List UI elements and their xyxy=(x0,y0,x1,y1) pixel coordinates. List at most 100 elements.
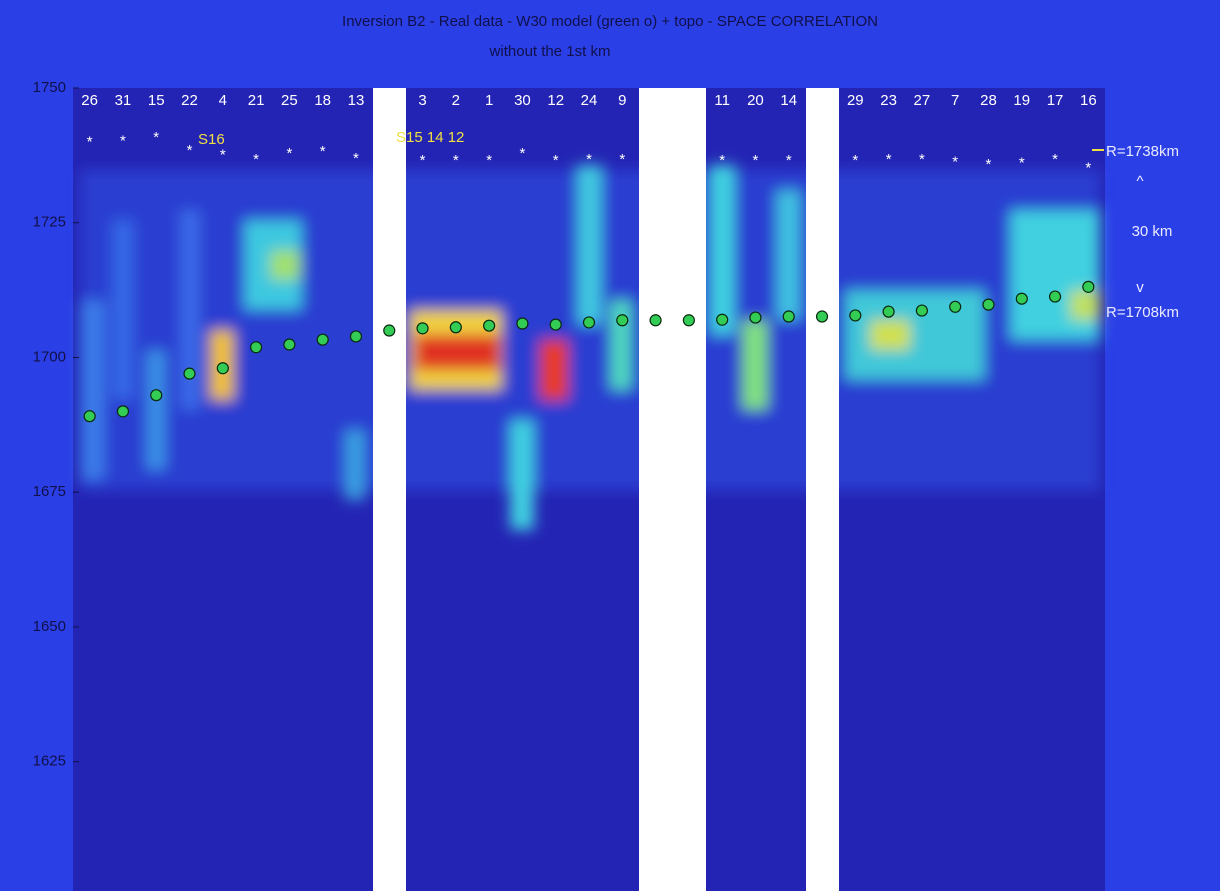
model-marker xyxy=(949,300,962,313)
topo-marker: * xyxy=(753,152,759,169)
model-marker xyxy=(83,410,96,423)
x-category-label: 3 xyxy=(418,92,426,109)
y-tick-label: 1750 xyxy=(33,79,66,96)
x-category-label: 2 xyxy=(452,92,460,109)
x-category-label: 4 xyxy=(219,92,227,109)
topo-marker: * xyxy=(453,152,459,169)
x-category-label: 12 xyxy=(547,92,564,109)
x-category-label: 24 xyxy=(581,92,598,109)
x-category-label: 9 xyxy=(618,92,626,109)
annotation: 30 km xyxy=(1132,223,1173,240)
annotation: R=1738km xyxy=(1106,143,1179,160)
x-category-label: 29 xyxy=(847,92,864,109)
topo-marker: * xyxy=(286,145,292,162)
topo-marker: * xyxy=(986,156,992,173)
model-marker xyxy=(682,314,695,327)
x-category-label: 22 xyxy=(181,92,198,109)
model-marker xyxy=(1015,292,1028,305)
topo-marker: * xyxy=(786,152,792,169)
chart-title: Inversion B2 - Real data - W30 model (gr… xyxy=(342,13,878,30)
topo-marker: * xyxy=(220,147,226,164)
model-marker xyxy=(150,389,163,402)
x-category-label: 20 xyxy=(747,92,764,109)
x-category-label: 14 xyxy=(780,92,797,109)
topo-marker: * xyxy=(619,151,625,168)
topo-marker: * xyxy=(1019,155,1025,172)
x-category-label: 23 xyxy=(880,92,897,109)
gap-column xyxy=(373,88,406,891)
annotation: ^ xyxy=(1136,173,1143,190)
x-category-label: 30 xyxy=(514,92,531,109)
topo-marker: * xyxy=(852,152,858,169)
model-marker xyxy=(283,338,296,351)
x-category-label: 13 xyxy=(348,92,365,109)
model-marker xyxy=(716,313,729,326)
topo-marker: * xyxy=(153,129,159,146)
model-marker xyxy=(183,367,196,380)
topo-marker: * xyxy=(1085,160,1091,177)
topo-marker: * xyxy=(320,143,326,160)
x-category-label: 26 xyxy=(81,92,98,109)
annotation: R=1708km xyxy=(1106,304,1179,321)
topo-marker: * xyxy=(719,152,725,169)
topo-marker: * xyxy=(420,152,426,169)
model-marker xyxy=(383,324,396,337)
x-category-label: 15 xyxy=(148,92,165,109)
model-marker xyxy=(882,305,895,318)
model-marker xyxy=(749,311,762,324)
model-marker xyxy=(616,314,629,327)
model-marker xyxy=(216,362,229,375)
model-marker xyxy=(349,330,363,343)
annotation: v xyxy=(1136,279,1144,296)
x-category-label: 1 xyxy=(485,92,493,109)
model-marker xyxy=(815,310,829,323)
gap-column xyxy=(639,88,706,891)
x-category-label: 19 xyxy=(1013,92,1030,109)
topo-marker: * xyxy=(919,151,925,168)
annotation: S15 14 12 xyxy=(396,129,464,146)
model-marker xyxy=(915,304,929,317)
model-marker xyxy=(249,341,263,354)
y-tick-label: 1625 xyxy=(33,753,66,770)
model-marker xyxy=(849,309,862,322)
x-category-label: 31 xyxy=(115,92,132,109)
gap-column xyxy=(806,88,839,891)
model-marker xyxy=(782,310,795,323)
x-category-label: 18 xyxy=(314,92,331,109)
x-category-label: 17 xyxy=(1047,92,1064,109)
model-marker xyxy=(1082,280,1095,293)
topo-marker: * xyxy=(553,152,559,169)
topo-marker: * xyxy=(87,134,93,151)
topo-marker: * xyxy=(886,151,892,168)
model-marker xyxy=(582,316,596,329)
x-category-label: 25 xyxy=(281,92,298,109)
topo-marker: * xyxy=(486,152,492,169)
model-marker xyxy=(316,333,329,346)
y-tick-label: 1700 xyxy=(33,348,66,365)
topo-marker xyxy=(815,151,829,165)
model-marker xyxy=(416,322,429,335)
x-category-label: 16 xyxy=(1080,92,1097,109)
model-marker xyxy=(449,321,462,334)
topo-marker: * xyxy=(519,145,525,162)
topo-marker xyxy=(682,151,696,165)
x-category-label: 21 xyxy=(248,92,265,109)
annotation: S16 xyxy=(198,131,225,148)
model-marker xyxy=(1048,290,1062,303)
model-marker xyxy=(982,298,995,311)
topo-marker: * xyxy=(1052,151,1058,168)
topo-marker: * xyxy=(952,154,958,171)
topo-marker: * xyxy=(253,151,259,168)
x-category-label: 7 xyxy=(951,92,959,109)
x-category-label: 27 xyxy=(914,92,931,109)
y-tick-label: 1725 xyxy=(33,214,66,231)
y-tick-label: 1675 xyxy=(33,483,66,500)
topo-marker xyxy=(649,151,662,165)
y-tick-label: 1650 xyxy=(33,618,66,635)
heatmap xyxy=(80,165,1100,530)
x-category-label: 11 xyxy=(714,92,730,109)
model-marker xyxy=(549,318,562,331)
model-marker xyxy=(483,319,496,332)
model-marker xyxy=(649,314,662,327)
